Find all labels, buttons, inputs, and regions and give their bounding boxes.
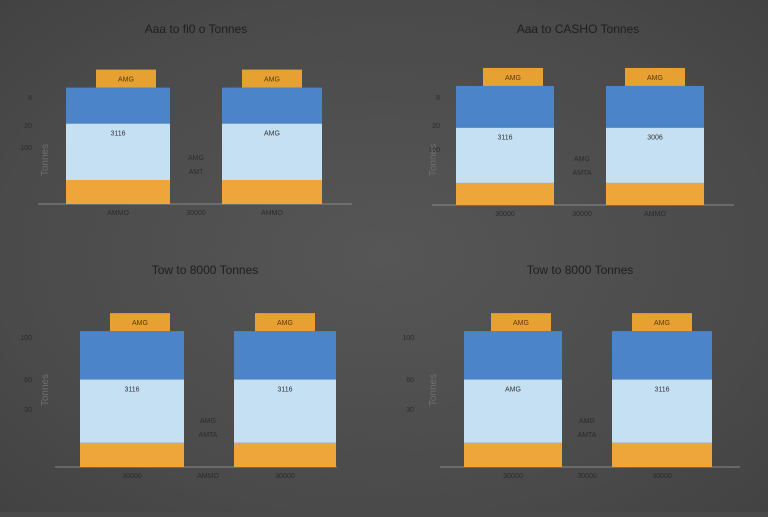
bar-segment-light-blue bbox=[66, 123, 170, 180]
y-axis-label: Tonnes bbox=[428, 144, 439, 176]
x-tick-label: 30000 bbox=[577, 473, 597, 480]
bar-segment-blue bbox=[66, 87, 170, 124]
gap-label-bottom: AMTA bbox=[199, 432, 218, 439]
bar-top-label: AMG bbox=[654, 320, 670, 327]
bar-segment-blue bbox=[606, 85, 704, 128]
bar-segment-orange bbox=[612, 442, 712, 467]
y-tick-label: 100 bbox=[20, 335, 32, 342]
bar-segment-orange bbox=[80, 442, 184, 467]
x-tick-label: 30000 bbox=[503, 473, 523, 480]
bar-segment-orange bbox=[66, 180, 170, 204]
x-tick-label: 30000 bbox=[652, 473, 672, 480]
chart-panel-1: Aaa to fi0 o Tonnes 8 20 100 Tonnes AMG 3116 AM… bbox=[20, 22, 352, 217]
bar-segment-orange bbox=[234, 442, 336, 467]
bar-top-tag bbox=[491, 313, 551, 332]
y-tick-label: 20 bbox=[432, 123, 440, 130]
x-tick-label: 30000 bbox=[572, 211, 592, 218]
x-tick-label: 30000 bbox=[495, 211, 515, 218]
bar-segment-blue bbox=[80, 331, 184, 380]
y-axis-label: Tonnes bbox=[428, 374, 439, 406]
gap-label-bottom: AMTA bbox=[573, 170, 592, 177]
bar-top-tag bbox=[255, 313, 315, 332]
bar-segment-light-blue bbox=[234, 379, 336, 443]
x-tick-label: 30000 bbox=[275, 473, 295, 480]
bar-top-tag bbox=[483, 67, 543, 86]
bar-segment-orange bbox=[464, 442, 562, 467]
bar-segment-label: 3116 bbox=[110, 131, 125, 138]
bar-segment-label: AMG bbox=[505, 387, 521, 394]
bar-top-label: AMG bbox=[264, 77, 280, 84]
bar-segment-blue bbox=[234, 331, 336, 380]
y-tick-label: 100 bbox=[402, 335, 414, 342]
bar-segment-blue bbox=[222, 87, 322, 124]
bar-top-tag bbox=[242, 69, 302, 88]
gap-label-top: AMG bbox=[574, 156, 590, 163]
bar-top-tag bbox=[96, 69, 156, 88]
x-tick-label: AMMO bbox=[261, 210, 283, 217]
y-tick-label: 8 bbox=[436, 95, 440, 102]
x-tick-label: AMMO bbox=[197, 473, 219, 480]
bar-segment-label: AMG bbox=[264, 131, 280, 138]
x-tick-label: AMMO bbox=[644, 211, 666, 218]
bar-segment-label: 3006 bbox=[647, 135, 663, 142]
gap-label-top: AMG bbox=[188, 155, 204, 162]
bar-top-label: AMG bbox=[505, 75, 521, 82]
y-tick-label: 30 bbox=[406, 407, 414, 414]
gap-label-bottom: AMTA bbox=[578, 432, 597, 439]
bar-segment-light-blue bbox=[464, 379, 562, 443]
bar-segment-label: 3116 bbox=[277, 387, 292, 394]
chart-panel-4: Tow to 8000 Tonnes 100 60 30 Tonnes AMG AMG AMG… bbox=[402, 263, 740, 480]
y-tick-label: 100 bbox=[428, 147, 440, 154]
y-tick-label: 60 bbox=[24, 377, 32, 384]
bar-top-label: AMG bbox=[118, 77, 134, 84]
y-axis-label: Tonnes bbox=[40, 144, 51, 176]
gap-label-top: AMG bbox=[579, 418, 595, 425]
bar-top-label: AMG bbox=[277, 320, 293, 327]
bar-segment-light-blue bbox=[222, 123, 322, 180]
bar-segment-label: 3116 bbox=[654, 387, 669, 394]
gap-label-bottom: AMT bbox=[189, 169, 205, 176]
y-axis-label: Tonnes bbox=[40, 374, 51, 406]
x-tick-label: 30000 bbox=[186, 210, 206, 217]
bar-segment-label: 3116 bbox=[124, 387, 139, 394]
bar-top-tag bbox=[625, 67, 685, 86]
chart-title: Aaa to CASHO Tonnes bbox=[517, 22, 640, 36]
bar-segment-light-blue bbox=[612, 379, 712, 443]
bar-top-label: AMG bbox=[647, 75, 663, 82]
chart-title: Aaa to fi0 o Tonnes bbox=[145, 22, 248, 36]
x-tick-label: AMMO bbox=[107, 210, 129, 217]
bar-segment-blue bbox=[456, 85, 554, 128]
y-tick-label: 8 bbox=[28, 95, 32, 102]
bar-top-label: AMG bbox=[132, 320, 148, 327]
y-tick-label: 100 bbox=[20, 145, 32, 152]
bar-segment-blue bbox=[612, 331, 712, 380]
gap-label-top: AMG bbox=[200, 418, 216, 425]
bar-segment-orange bbox=[606, 182, 704, 205]
y-tick-label: 30 bbox=[24, 407, 32, 414]
bar-segment-light-blue bbox=[80, 379, 184, 443]
bar-top-tag bbox=[110, 313, 170, 332]
y-tick-label: 20 bbox=[24, 123, 32, 130]
bar-top-tag bbox=[632, 313, 692, 332]
chart-panel-3: Tow to 8000 Tonnes 100 60 30 Tonnes AMG 3116 AM… bbox=[20, 263, 337, 480]
bar-segment-blue bbox=[464, 331, 562, 380]
x-tick-label: 30000 bbox=[122, 473, 142, 480]
bar-segment-orange bbox=[456, 182, 554, 205]
bar-segment-light-blue bbox=[456, 127, 554, 183]
bar-top-label: AMG bbox=[513, 320, 529, 327]
chart-title: Tow to 8000 Tonnes bbox=[152, 263, 259, 277]
bar-segment-light-blue bbox=[606, 127, 704, 183]
y-tick-label: 60 bbox=[406, 377, 414, 384]
chart-title: Tow to 8000 Tonnes bbox=[527, 263, 634, 277]
bar-segment-orange bbox=[222, 180, 322, 204]
bar-segment-label: 3116 bbox=[497, 135, 512, 142]
